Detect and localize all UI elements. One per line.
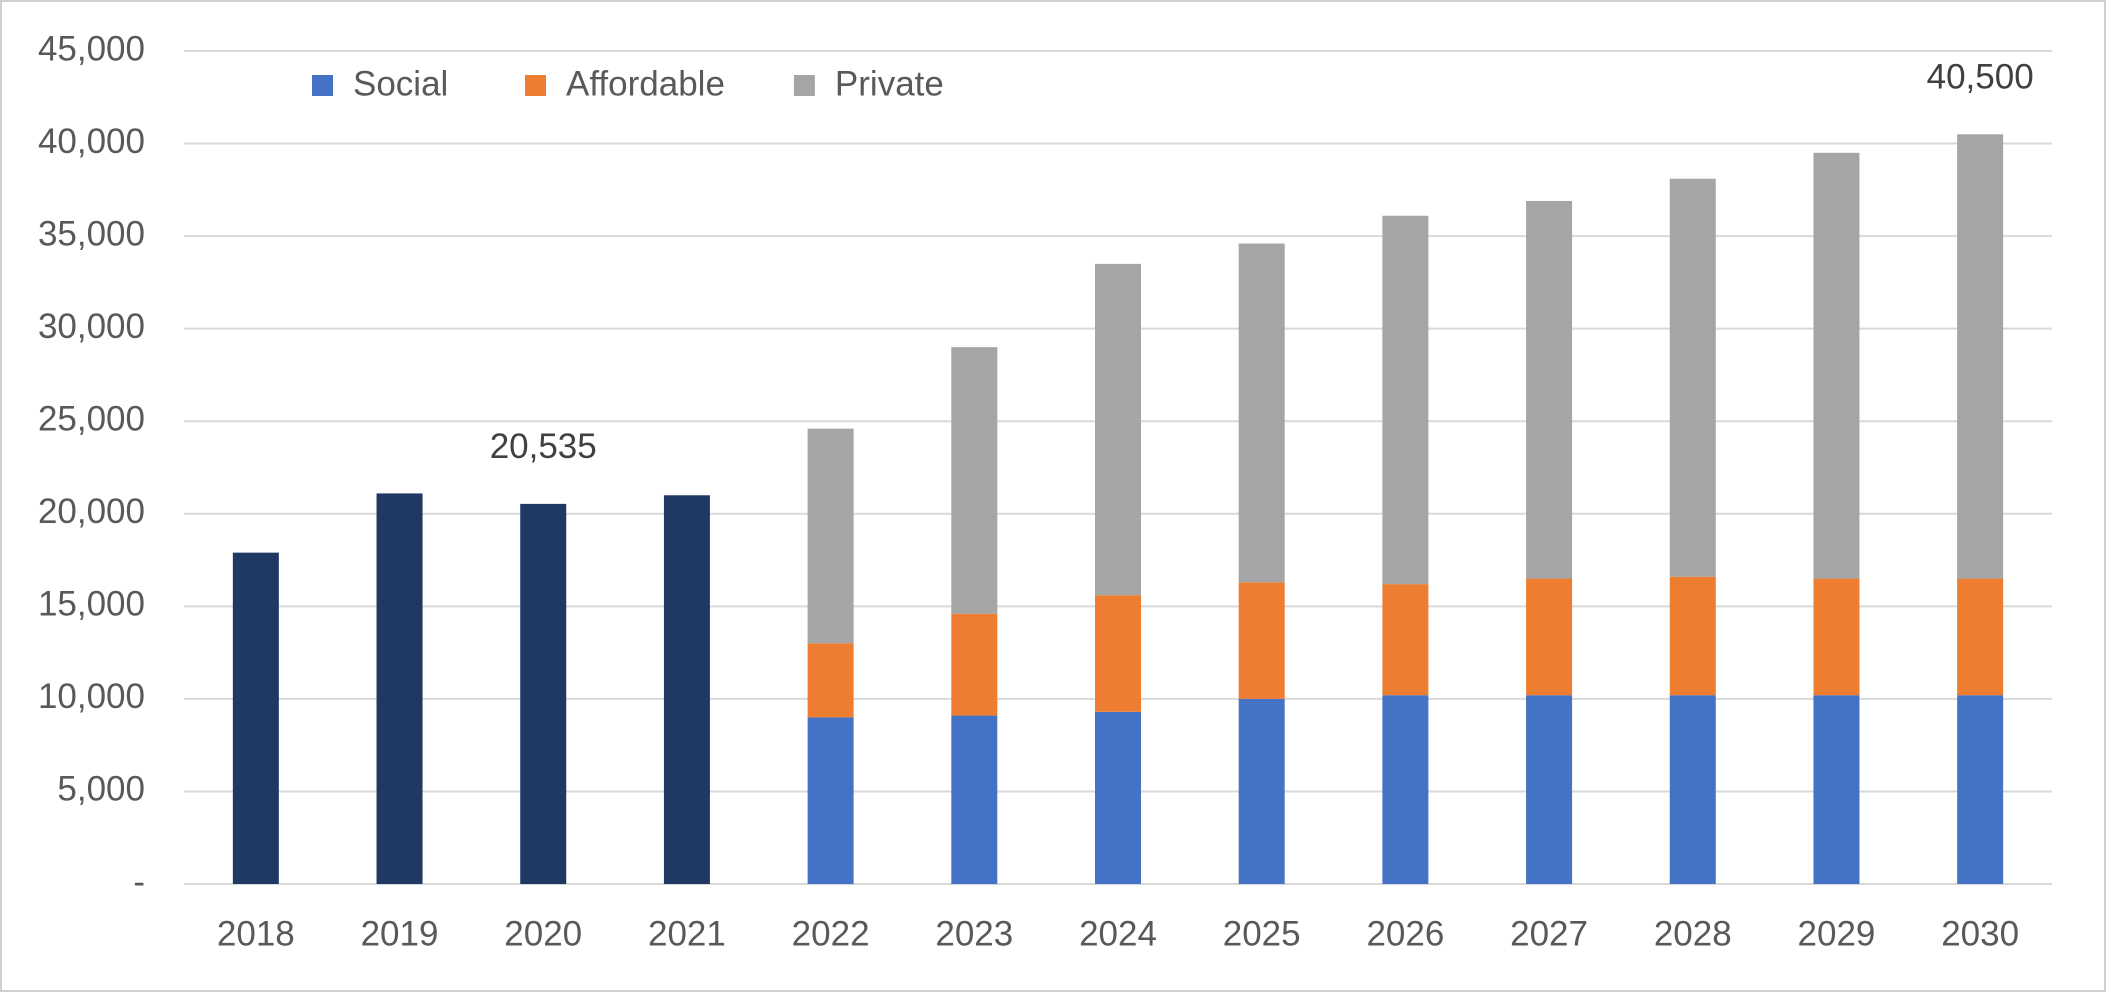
x-tick-label: 2020 — [504, 914, 582, 953]
y-tick-label: 15,000 — [38, 585, 145, 624]
x-tick-label: 2023 — [935, 914, 1013, 953]
bar-segment — [1813, 578, 1860, 696]
bar-segment — [376, 493, 423, 884]
legend-label: Social — [353, 64, 448, 103]
legend-label: Private — [835, 64, 944, 103]
y-tick-label: - — [133, 862, 145, 901]
bar-segment — [1669, 695, 1716, 884]
x-tick-label: 2026 — [1366, 914, 1444, 953]
bar-segment — [1957, 134, 2004, 579]
data-label: 40,500 — [1927, 58, 2034, 97]
bar-segment — [807, 428, 854, 644]
legend-swatch — [312, 75, 333, 96]
bar-segment — [1382, 695, 1429, 884]
bar-segment — [1238, 698, 1285, 884]
bar-segment — [951, 613, 998, 716]
y-tick-label: 20,000 — [38, 492, 145, 531]
y-tick-label: 45,000 — [38, 29, 145, 68]
bar-segment — [807, 643, 854, 718]
bar-segment — [1238, 243, 1285, 583]
bar-segment — [232, 552, 279, 884]
bar-segment — [663, 495, 710, 884]
x-tick-label: 2029 — [1798, 914, 1876, 953]
bar-segment — [1669, 178, 1716, 577]
data-label: 20,535 — [490, 427, 597, 466]
bar-segment — [1238, 582, 1285, 699]
legend-swatch — [793, 75, 815, 96]
x-tick-label: 2019 — [361, 914, 439, 953]
x-tick-label: 2018 — [217, 914, 295, 953]
bar-segment — [1526, 200, 1573, 579]
x-tick-label: 2024 — [1079, 914, 1157, 953]
bar-segment — [1382, 215, 1429, 585]
legend-swatch — [525, 75, 546, 96]
bar-segment — [951, 715, 998, 884]
x-tick-label: 2025 — [1223, 914, 1301, 953]
bar-segment — [520, 503, 567, 884]
y-tick-label: 25,000 — [38, 399, 145, 438]
bar-segment — [1095, 263, 1141, 596]
bar-segment — [951, 347, 998, 614]
legend-label: Affordable — [566, 64, 725, 103]
y-tick-label: 5,000 — [57, 770, 145, 809]
bar-segment — [1813, 152, 1860, 579]
bar-segment — [1526, 578, 1573, 696]
x-tick-label: 2027 — [1510, 914, 1588, 953]
bar-segment — [1957, 695, 2004, 884]
bar-segment — [1669, 576, 1716, 696]
y-tick-label: 40,000 — [38, 122, 145, 161]
x-tick-label: 2030 — [1941, 914, 2019, 953]
bar-segment — [1095, 711, 1141, 884]
x-tick-label: 2022 — [792, 914, 870, 953]
bar-segment — [1957, 578, 2004, 696]
bar-segment — [1813, 695, 1860, 884]
y-tick-label: 10,000 — [38, 677, 145, 716]
x-tick-label: 2021 — [648, 914, 726, 953]
bar-segment — [1095, 595, 1141, 712]
bar-segment — [1382, 584, 1429, 696]
bar-segment — [1526, 695, 1573, 884]
x-tick-label: 2028 — [1654, 914, 1732, 953]
y-tick-label: 30,000 — [38, 307, 145, 346]
bar-segment — [807, 717, 854, 884]
y-tick-label: 35,000 — [38, 214, 145, 253]
